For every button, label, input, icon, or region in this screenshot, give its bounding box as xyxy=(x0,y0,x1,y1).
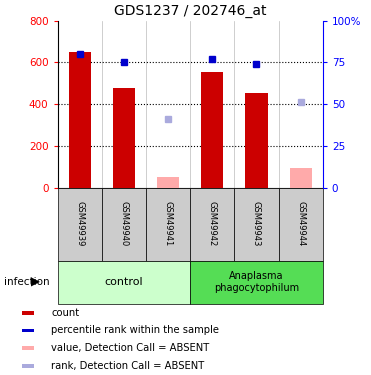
Text: count: count xyxy=(51,308,79,318)
Bar xyxy=(22,364,34,368)
Bar xyxy=(113,88,135,188)
Bar xyxy=(157,177,179,188)
Text: control: control xyxy=(105,277,143,287)
Text: GSM49944: GSM49944 xyxy=(296,201,305,247)
FancyBboxPatch shape xyxy=(279,188,323,261)
Text: value, Detection Call = ABSENT: value, Detection Call = ABSENT xyxy=(51,343,209,353)
Bar xyxy=(201,72,223,188)
Bar xyxy=(22,328,34,332)
FancyBboxPatch shape xyxy=(58,188,102,261)
Title: GDS1237 / 202746_at: GDS1237 / 202746_at xyxy=(114,4,266,18)
FancyBboxPatch shape xyxy=(190,188,234,261)
Text: GSM49940: GSM49940 xyxy=(119,201,128,247)
Bar xyxy=(290,168,312,188)
Bar xyxy=(245,93,267,188)
FancyBboxPatch shape xyxy=(58,261,190,304)
Text: rank, Detection Call = ABSENT: rank, Detection Call = ABSENT xyxy=(51,361,204,371)
Text: ▶: ▶ xyxy=(31,276,40,289)
Text: GSM49943: GSM49943 xyxy=(252,201,261,247)
Text: Anaplasma
phagocytophilum: Anaplasma phagocytophilum xyxy=(214,272,299,293)
Bar xyxy=(22,311,34,315)
FancyBboxPatch shape xyxy=(234,188,279,261)
Text: percentile rank within the sample: percentile rank within the sample xyxy=(51,326,219,336)
FancyBboxPatch shape xyxy=(146,188,190,261)
Text: infection: infection xyxy=(4,277,49,287)
FancyBboxPatch shape xyxy=(102,188,146,261)
Bar xyxy=(69,52,91,188)
Text: GSM49941: GSM49941 xyxy=(164,201,173,247)
FancyBboxPatch shape xyxy=(190,261,323,304)
Text: GSM49939: GSM49939 xyxy=(75,201,84,247)
Text: GSM49942: GSM49942 xyxy=(208,201,217,247)
Bar xyxy=(22,346,34,350)
